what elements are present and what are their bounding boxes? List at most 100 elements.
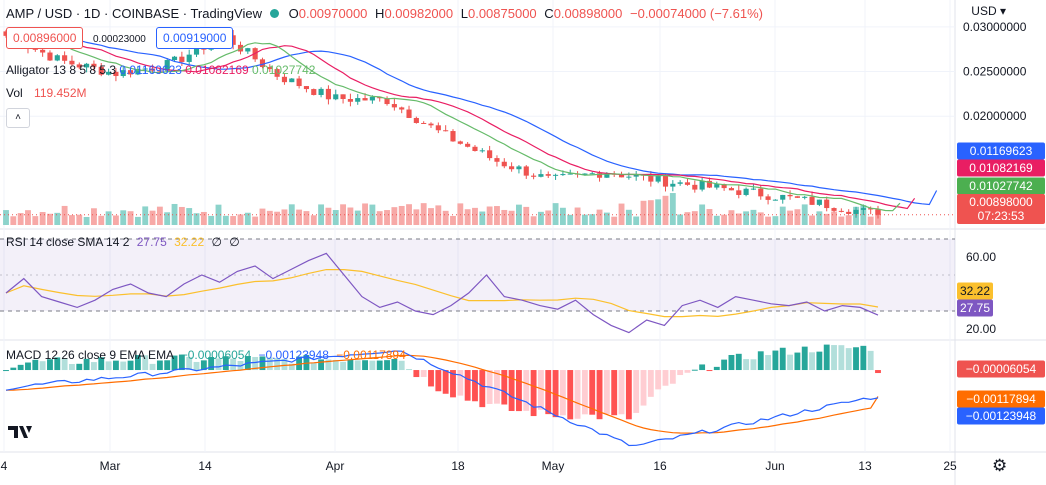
candle-body <box>399 107 405 110</box>
volume-legend[interactable]: Vol 119.452M <box>6 86 87 100</box>
candle-body <box>450 131 456 142</box>
macd-histogram-bar <box>171 355 178 371</box>
macd-legend[interactable]: MACD 12 26 close 9 EMA EMA −0.00006054 −… <box>6 348 406 362</box>
lips-price-label-bg <box>957 177 1045 195</box>
volume-bar <box>215 204 222 225</box>
volume-bar <box>340 204 347 225</box>
macd-histogram-bar <box>164 360 171 371</box>
volume-bar <box>310 215 317 225</box>
volume-bar <box>171 203 178 225</box>
low-value: 0.00875000 <box>467 6 537 21</box>
candle-body <box>435 125 441 131</box>
macd-histogram-bar <box>76 363 83 371</box>
candle-body <box>758 188 764 197</box>
candle-body <box>662 175 669 187</box>
bid-box[interactable]: 0.00896000 <box>6 27 84 49</box>
candle-body <box>120 70 126 77</box>
macd-histogram-bar <box>296 356 303 371</box>
macd-histogram-bar <box>252 356 259 371</box>
macd-histogram-bar <box>779 347 786 371</box>
macd-histogram-bar <box>501 370 508 405</box>
candle-body <box>846 211 852 214</box>
rsi-band-fill <box>0 239 955 311</box>
volume-bar <box>574 207 581 225</box>
rsi-sma-price-label: 32.22 <box>960 284 990 298</box>
macd-histogram-bar <box>406 369 412 371</box>
last-price-bg <box>957 194 1045 224</box>
candle-body <box>54 55 60 61</box>
volume-bars <box>3 193 881 225</box>
volume-bar <box>142 206 149 225</box>
volume-bar <box>845 215 852 225</box>
macd-histogram-bar <box>735 353 742 371</box>
macd-histogram-bar <box>867 350 874 371</box>
macd-histogram-bar <box>215 358 222 371</box>
volume-bar <box>765 216 772 225</box>
macd-histogram-bar <box>787 354 793 371</box>
volume-bar <box>552 203 559 225</box>
volume-bar <box>735 213 742 225</box>
macd-histogram-bar <box>186 356 193 371</box>
candle-body <box>706 180 713 188</box>
volume-bar <box>391 207 398 225</box>
macd-histogram-bar <box>112 360 119 371</box>
macd-histogram-bar <box>3 370 9 372</box>
candle-body <box>32 48 38 50</box>
price-labels: 0.01169623 0.01082169 0.01027742 0.00898000… <box>957 142 1045 425</box>
candle-body <box>98 66 104 75</box>
candle-body <box>860 208 866 210</box>
gear-icon[interactable]: ⚙ <box>992 456 1008 475</box>
candle-body <box>84 63 90 68</box>
volume-bar <box>69 215 75 225</box>
macd-histogram-bar <box>450 370 456 398</box>
volume-bar <box>47 213 53 225</box>
macd-signal-price-label: −0.00117894 <box>966 392 1036 406</box>
candle-body <box>516 166 522 170</box>
ask-box[interactable]: 0.00919000 <box>156 27 234 49</box>
rsi-legend[interactable]: RSI 14 close SMA 14 2 27.75 32.22 ∅ ∅ <box>6 235 240 249</box>
macd-histogram-bar <box>435 370 442 392</box>
volume-bar <box>98 215 105 225</box>
symbol-title[interactable]: AMP / USD · 1D · COINBASE · TradingView <box>6 6 262 21</box>
macd-histogram-bar <box>611 370 618 416</box>
macd-signal-line <box>5 354 879 434</box>
candle-body <box>838 210 844 212</box>
candle-body <box>274 69 280 77</box>
currency-select[interactable]: USD ▾ <box>971 4 1006 18</box>
macd-histogram-bar <box>523 370 530 411</box>
macd-histogram-bar <box>310 363 317 371</box>
macd-histogram-bar <box>625 370 632 420</box>
rsi-line <box>5 252 879 334</box>
candle-body <box>245 48 251 52</box>
open-value: 0.00970000 <box>298 6 368 21</box>
macd-histogram-bar <box>149 363 156 371</box>
volume-bar <box>230 216 237 225</box>
candle-body <box>618 174 625 178</box>
rsi-band <box>0 238 955 312</box>
ask-price[interactable]: 0.00919000 <box>156 27 234 49</box>
bid-price[interactable]: 0.00896000 <box>6 27 84 49</box>
macd-histogram-bar <box>699 364 706 371</box>
rsi-price-label: 27.75 <box>960 301 990 315</box>
macd-line-price-label: −0.00123948 <box>966 409 1037 423</box>
volume-bar <box>596 209 603 225</box>
macd-histogram-bar <box>332 359 339 371</box>
candle-body <box>318 88 324 95</box>
candle-body <box>853 209 859 214</box>
candle-body <box>487 150 493 159</box>
volume-bar <box>259 208 266 225</box>
macd-histogram-bar <box>354 360 361 371</box>
x-tick-label: Jun <box>765 459 784 473</box>
rsi-label: RSI 14 close SMA 14 2 <box>6 235 130 249</box>
collapse-legend-button[interactable]: ˄ <box>6 108 30 128</box>
volume-bar <box>728 210 735 225</box>
macd-histogram-bar <box>61 358 68 371</box>
macd-histogram-bar <box>193 361 200 371</box>
candle-body <box>538 174 544 177</box>
macd-line-value: −0.00123948 <box>258 348 329 362</box>
macd-histogram-bar <box>83 358 90 371</box>
alligator-legend[interactable]: Alligator 13 8 5 8 5 3 0.01169623 0.0108… <box>6 63 315 77</box>
macd-histogram-bar <box>479 370 486 408</box>
volume-bar <box>428 208 434 225</box>
